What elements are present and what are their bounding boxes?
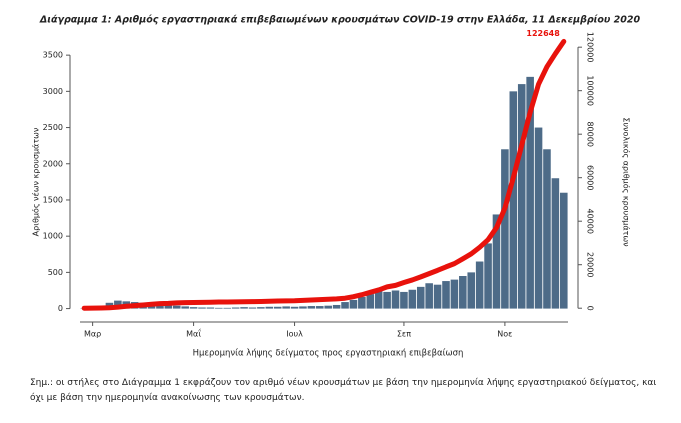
y2-tick-label: 80000 [586, 121, 595, 146]
y2-tick-label: 0 [586, 306, 595, 311]
bar [484, 243, 492, 309]
bar [307, 306, 316, 309]
bar [517, 84, 526, 309]
bar [400, 291, 408, 309]
bar [450, 279, 459, 309]
bar [509, 91, 518, 309]
bar [501, 149, 509, 309]
bar [459, 276, 467, 309]
y2-tick-label: 100000 [586, 75, 595, 106]
end-label: 122648 [526, 29, 560, 38]
bar [290, 306, 299, 309]
bar [206, 307, 215, 309]
y-axis-label: Αριθμός νέων κρουσμάτων [31, 127, 41, 236]
bar [248, 307, 257, 309]
chart: Διάγραμμα 1: Αριθμός εργαστηριακά επιβεβ… [31, 15, 641, 359]
bar [265, 306, 274, 309]
y2-tick-label: 40000 [586, 208, 595, 233]
bar [366, 294, 375, 309]
bar [467, 272, 476, 309]
x-axis-label: Ημερομηνία λήψης δείγματος προς εργαστηρ… [193, 349, 464, 359]
bar [408, 289, 417, 309]
x-tick-label: Νοε [497, 330, 512, 339]
y2-tick-label: 120000 [586, 32, 595, 63]
x-tick-label: Μαρ [84, 330, 101, 339]
bar [215, 307, 223, 309]
y-tick-label: 2000 [43, 159, 63, 168]
bar [492, 214, 501, 309]
bar [442, 281, 450, 309]
bar [425, 283, 433, 309]
bar [551, 178, 560, 309]
bar [341, 302, 349, 309]
bar [282, 306, 290, 309]
bar [374, 291, 383, 309]
bar [560, 192, 568, 309]
bar [433, 284, 442, 309]
chart-title: Διάγραμμα 1: Αριθμός εργαστηριακά επιβεβ… [39, 15, 641, 26]
bar [273, 306, 282, 309]
bar [156, 304, 164, 309]
y-tick-label: 1000 [43, 232, 63, 241]
y2-axis-label: Συνολικός αριθμός κρουσμάτων [622, 117, 632, 247]
x-tick-label: Σεπ [397, 330, 411, 339]
y-tick-label: 1500 [43, 195, 63, 204]
bar [358, 297, 366, 309]
bar [316, 306, 324, 309]
x-tick-label: Μαΐ [186, 328, 201, 339]
bar [391, 290, 400, 309]
y-tick-label: 3000 [43, 87, 63, 96]
bar [534, 127, 543, 309]
y-tick-label: 500 [48, 268, 63, 277]
y-tick-label: 2500 [43, 123, 63, 132]
y-tick-label: 0 [58, 304, 63, 313]
bar [349, 299, 358, 309]
bar [231, 307, 240, 309]
x-tick-label: Ιουλ [286, 330, 303, 339]
bar [198, 307, 206, 309]
bar [164, 304, 173, 309]
y2-tick-label: 20000 [586, 252, 595, 277]
bar [416, 286, 425, 309]
bar [324, 305, 332, 309]
bar [114, 300, 122, 309]
y2-tick-label: 60000 [586, 165, 595, 190]
bar [172, 305, 181, 309]
bar [332, 304, 341, 309]
bar [526, 76, 534, 309]
cumulative-line [81, 38, 567, 311]
bar [299, 306, 307, 309]
note: Σημ.: οι στήλες στο Διάγραμμα 1 εκφράζου… [30, 378, 657, 403]
bar [189, 307, 198, 309]
bar [181, 306, 189, 309]
bar [257, 307, 265, 309]
y-tick-label: 3500 [43, 51, 63, 60]
bar [240, 307, 248, 309]
bar [475, 261, 484, 309]
bar [223, 307, 232, 309]
bar [383, 291, 391, 309]
bar [543, 149, 551, 309]
